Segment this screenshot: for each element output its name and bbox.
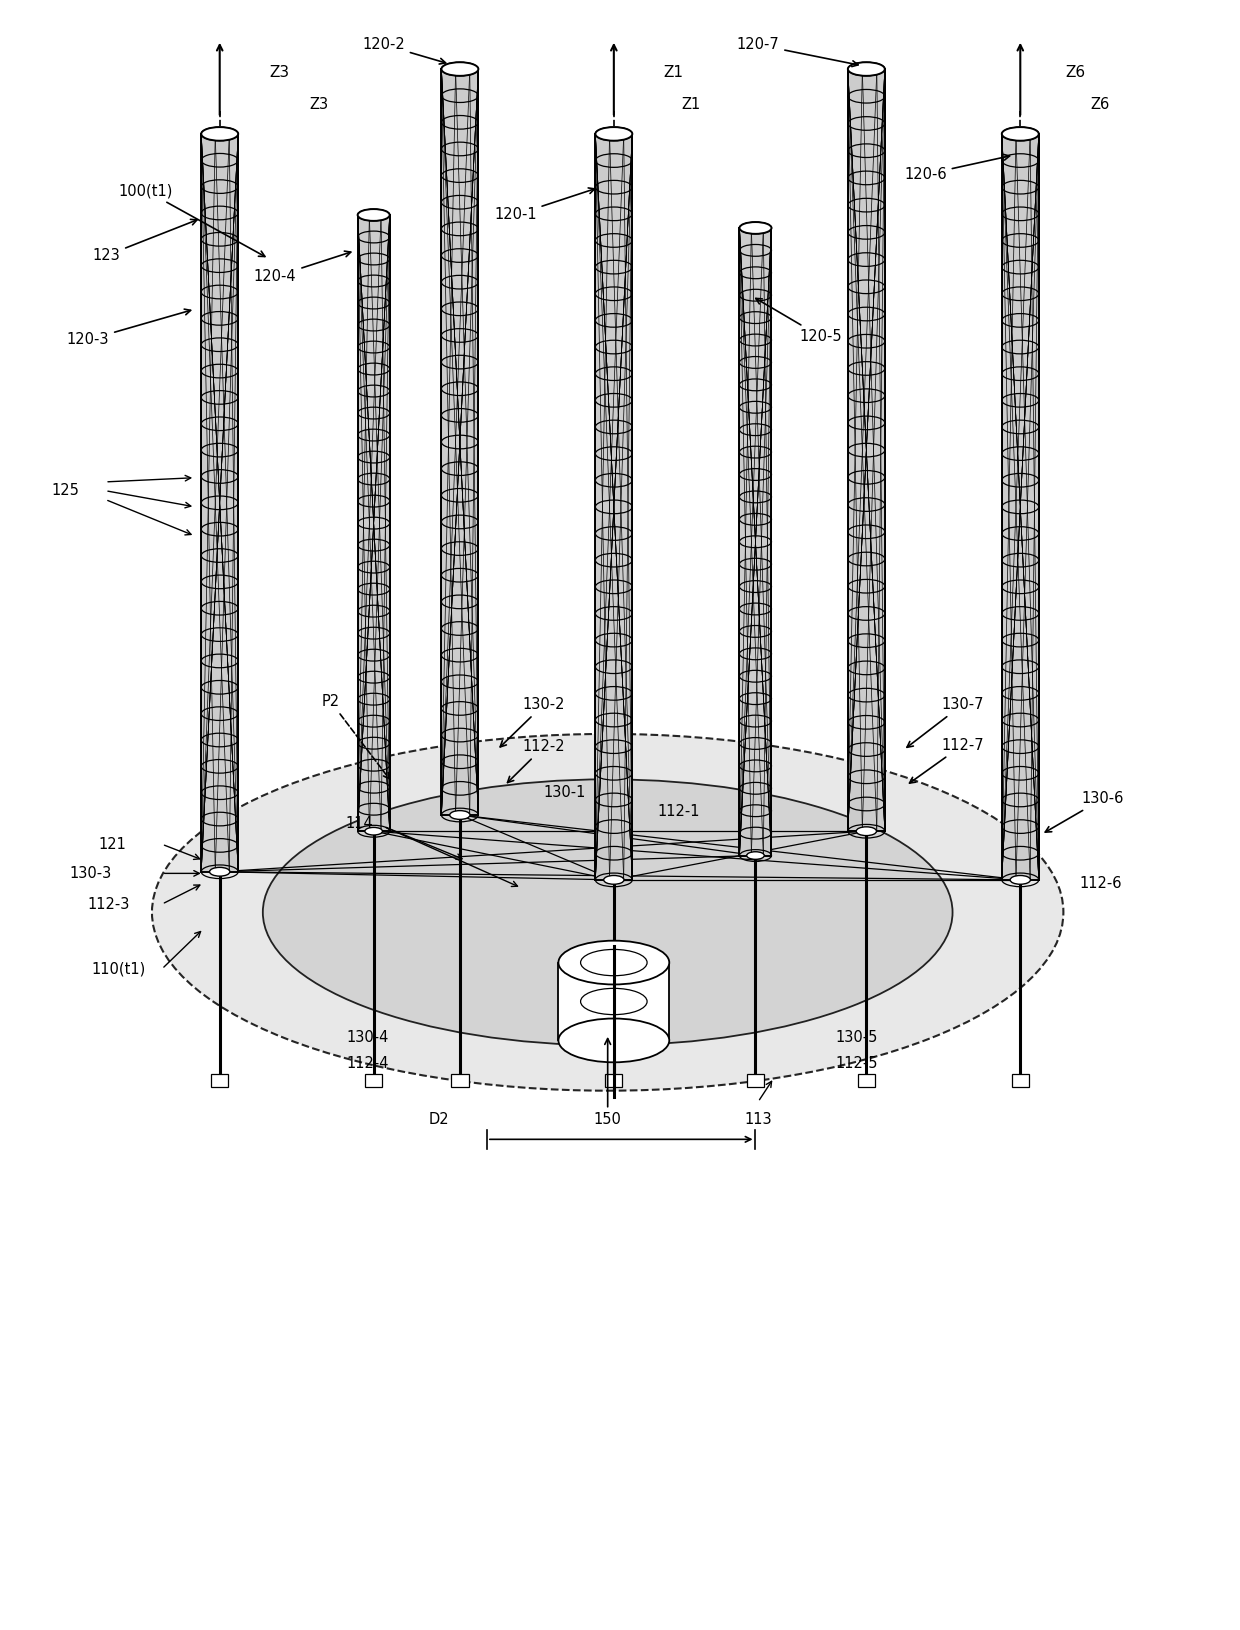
Text: 150: 150 [594,1038,621,1128]
Ellipse shape [263,779,952,1045]
Text: 123: 123 [93,220,197,262]
Polygon shape [1012,1074,1029,1087]
Text: 130-2: 130-2 [500,698,565,747]
Text: Z6: Z6 [1066,65,1086,80]
Text: 121: 121 [99,836,126,852]
Polygon shape [739,228,771,856]
Ellipse shape [1002,127,1039,140]
Polygon shape [451,1074,469,1087]
Text: Z3: Z3 [310,98,329,112]
Text: 112-5: 112-5 [836,1056,878,1071]
Polygon shape [201,134,238,872]
Ellipse shape [595,127,632,140]
Ellipse shape [153,734,1064,1090]
Text: 100(t1): 100(t1) [119,183,265,256]
Ellipse shape [856,826,877,836]
Text: Z1: Z1 [663,65,683,80]
Text: 125: 125 [52,482,79,499]
Polygon shape [211,1074,228,1087]
Ellipse shape [450,810,470,820]
Text: 112-1: 112-1 [658,804,701,820]
Text: 120-1: 120-1 [494,187,595,222]
Text: 130-7: 130-7 [906,698,983,747]
Ellipse shape [201,127,238,140]
Text: Z6: Z6 [1090,98,1110,112]
Polygon shape [595,134,632,880]
Text: 110(t1): 110(t1) [92,962,146,976]
Text: 120-3: 120-3 [67,310,191,347]
Text: 130-5: 130-5 [836,1030,878,1045]
Polygon shape [746,1074,764,1087]
Text: 112-4: 112-4 [346,1056,389,1071]
Ellipse shape [558,941,670,985]
Polygon shape [441,68,479,815]
Ellipse shape [558,1019,670,1063]
Text: 120-5: 120-5 [756,298,842,344]
Text: Z1: Z1 [682,98,701,112]
Text: 130-4: 130-4 [346,1030,388,1045]
Text: 120-7: 120-7 [737,37,858,67]
Text: P2: P2 [321,694,389,779]
Text: 112-6: 112-6 [1079,875,1122,890]
Text: 130-3: 130-3 [69,866,112,880]
Text: 112-3: 112-3 [88,897,130,911]
Polygon shape [858,1074,875,1087]
Polygon shape [365,1074,382,1087]
Text: 113: 113 [744,1112,771,1128]
Ellipse shape [210,867,229,877]
Text: Z3: Z3 [269,65,289,80]
Ellipse shape [739,222,771,233]
Text: D2: D2 [429,1112,449,1128]
Polygon shape [357,215,389,831]
Text: 120-6: 120-6 [904,155,1009,183]
Text: 112-7: 112-7 [909,738,983,782]
Ellipse shape [365,828,382,835]
Polygon shape [558,963,670,1040]
Ellipse shape [848,62,885,77]
Ellipse shape [357,209,389,222]
Polygon shape [605,1074,622,1087]
Polygon shape [1002,134,1039,880]
Text: 120-4: 120-4 [254,251,351,284]
Text: 130-6: 130-6 [1045,791,1123,833]
Ellipse shape [746,852,764,859]
Text: 114: 114 [345,815,373,831]
Text: 112-2: 112-2 [507,740,565,782]
Polygon shape [848,68,885,831]
Text: 130-1: 130-1 [543,784,585,800]
Ellipse shape [1011,875,1030,883]
Ellipse shape [604,875,624,883]
Text: 120-2: 120-2 [362,37,445,64]
Ellipse shape [441,62,479,77]
